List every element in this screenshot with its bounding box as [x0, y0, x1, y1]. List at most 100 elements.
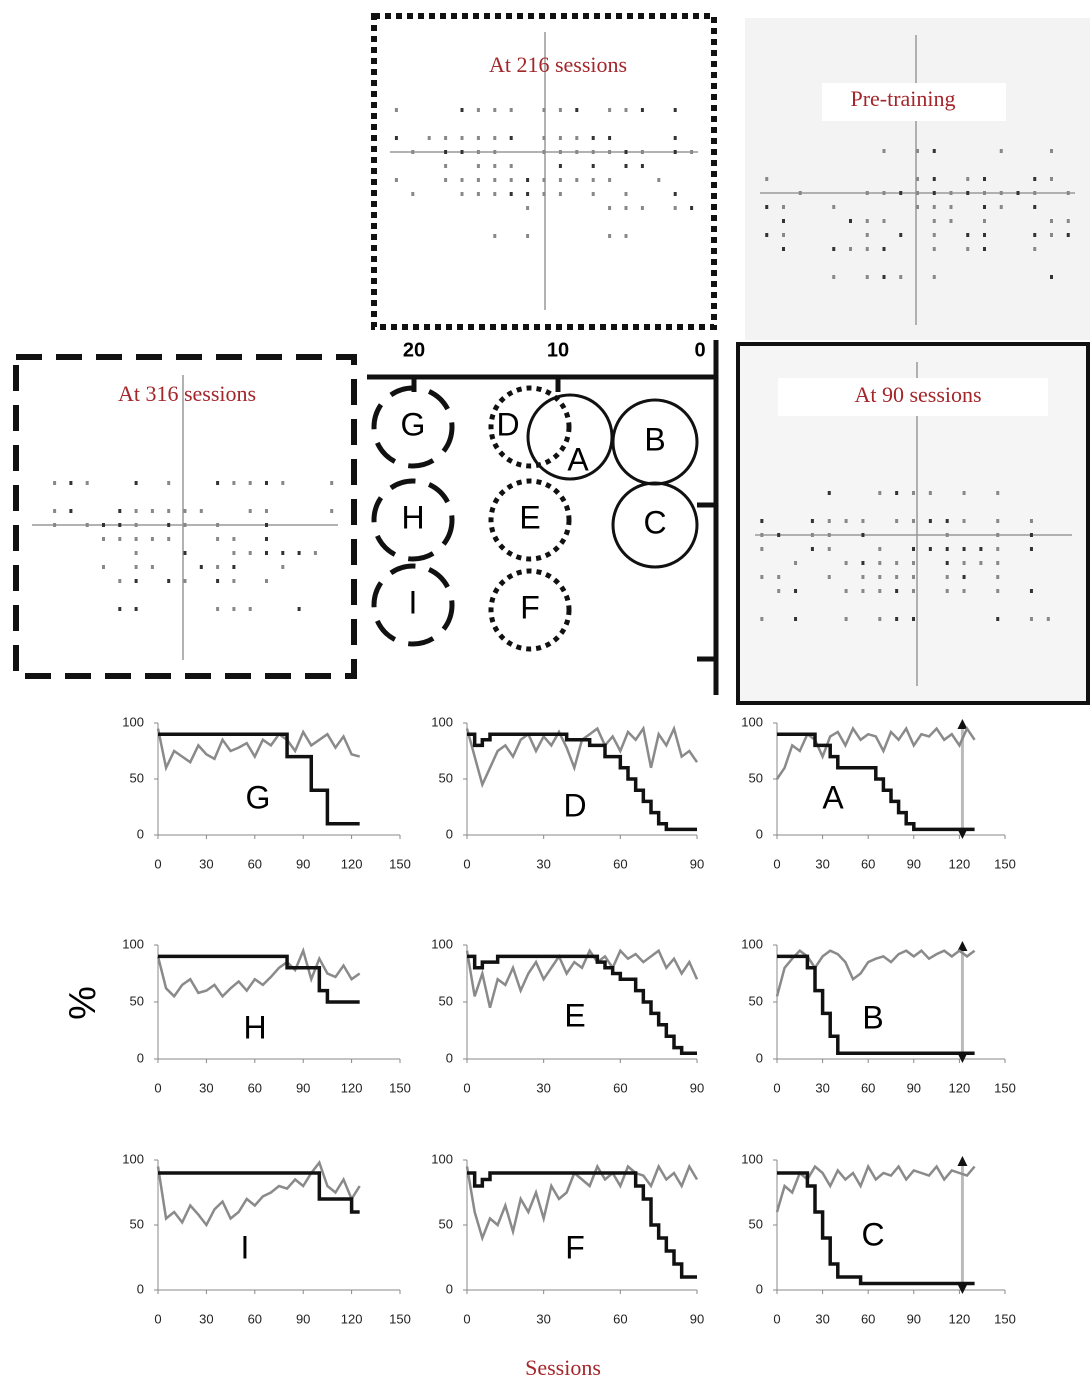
image-dot	[281, 481, 284, 485]
x-tick-label: 60	[248, 1080, 262, 1095]
y-tick-label: 50	[749, 770, 763, 785]
image-dot	[86, 481, 89, 485]
image-dot	[674, 192, 677, 196]
x-tick-label: 30	[536, 1080, 550, 1095]
image-dot	[794, 561, 797, 565]
image-dot	[895, 575, 898, 579]
image-dot	[477, 108, 480, 112]
image-dot	[1033, 233, 1036, 237]
image-dot	[828, 533, 831, 537]
x-tick-label: 0	[463, 1311, 470, 1326]
image-dot	[861, 519, 864, 523]
x-tick-label: 30	[815, 856, 829, 871]
image-dot	[966, 247, 969, 251]
y-tick-label: 0	[446, 826, 453, 841]
image-dot	[625, 108, 628, 112]
diagram-circle-label: G	[401, 406, 426, 442]
image-dot	[765, 205, 768, 209]
image-dot	[946, 547, 949, 551]
image-dot	[526, 234, 529, 238]
y-tick-label: 0	[756, 826, 763, 841]
image-dot	[782, 205, 785, 209]
image-dot	[135, 565, 138, 569]
image-dot	[543, 178, 546, 182]
image-dot	[461, 192, 464, 196]
diagram-tick-label: 20	[403, 339, 425, 361]
image-dot	[526, 192, 529, 196]
image-dot	[444, 164, 447, 168]
image-dot	[184, 579, 187, 583]
image-dot	[899, 275, 902, 279]
x-tick-label: 90	[296, 856, 310, 871]
image-dot	[782, 247, 785, 251]
image-dot	[883, 275, 886, 279]
x-tick-label: 30	[199, 1311, 213, 1326]
image-dot	[592, 192, 595, 196]
image-dot	[845, 561, 848, 565]
image-dot	[996, 561, 999, 565]
image-dot	[411, 150, 414, 154]
image-dot	[782, 233, 785, 237]
image-dot	[608, 136, 611, 140]
image-dot	[933, 247, 936, 251]
image-dot	[861, 575, 864, 579]
image-dot	[950, 205, 953, 209]
x-tick-label: 60	[613, 1311, 627, 1326]
image-dot	[933, 177, 936, 181]
image-dot	[916, 205, 919, 209]
image-dot	[510, 164, 513, 168]
y-tick-label: 50	[749, 1216, 763, 1231]
image-dot	[200, 509, 203, 513]
image-dot	[690, 206, 693, 210]
diagram-circle-label: A	[567, 441, 589, 477]
diagram-circle-label: D	[496, 406, 519, 442]
image-dot	[866, 275, 869, 279]
image-dot	[232, 579, 235, 583]
y-tick-label: 50	[439, 1216, 453, 1231]
image-dot	[878, 575, 881, 579]
image-dot	[883, 219, 886, 223]
image-dot	[845, 589, 848, 593]
image-dot	[608, 150, 611, 154]
diagram-tick-label: 10	[547, 339, 569, 361]
image-dot	[1030, 519, 1033, 523]
image-dot	[395, 178, 398, 182]
threshold-line	[777, 734, 975, 829]
image-dot	[510, 178, 513, 182]
image-dot	[1050, 275, 1053, 279]
image-dot	[912, 491, 915, 495]
y-tick-label: 0	[137, 1050, 144, 1065]
image-dot	[916, 177, 919, 181]
image-dot	[1067, 233, 1070, 237]
image-dot	[641, 164, 644, 168]
image-dot	[444, 136, 447, 140]
image-dot	[1000, 205, 1003, 209]
x-tick-label: 0	[463, 1080, 470, 1095]
image-dot	[912, 547, 915, 551]
y-tick-label: 50	[439, 993, 453, 1008]
image-dot	[69, 509, 72, 513]
image-dot	[845, 617, 848, 621]
image-dot	[625, 234, 628, 238]
chart-label: H	[243, 1009, 266, 1045]
image-dot	[526, 206, 529, 210]
x-axis-label: Sessions	[525, 1355, 601, 1380]
image-dot	[1047, 617, 1050, 621]
image-dot	[493, 164, 496, 168]
image-dot	[444, 178, 447, 182]
image-dot	[946, 519, 949, 523]
x-tick-label: 60	[248, 1311, 262, 1326]
y-tick-label: 50	[130, 993, 144, 1008]
image-dot	[883, 149, 886, 153]
image-dot	[1050, 219, 1053, 223]
image-dot	[575, 108, 578, 112]
image-dot	[314, 551, 317, 555]
y-tick-label: 100	[741, 936, 763, 951]
image-dot	[575, 178, 578, 182]
image-dot	[1033, 177, 1036, 181]
image-dot	[849, 219, 852, 223]
image-dot	[878, 617, 881, 621]
image-dot	[849, 247, 852, 251]
image-dot	[895, 561, 898, 565]
x-tick-label: 90	[907, 856, 921, 871]
